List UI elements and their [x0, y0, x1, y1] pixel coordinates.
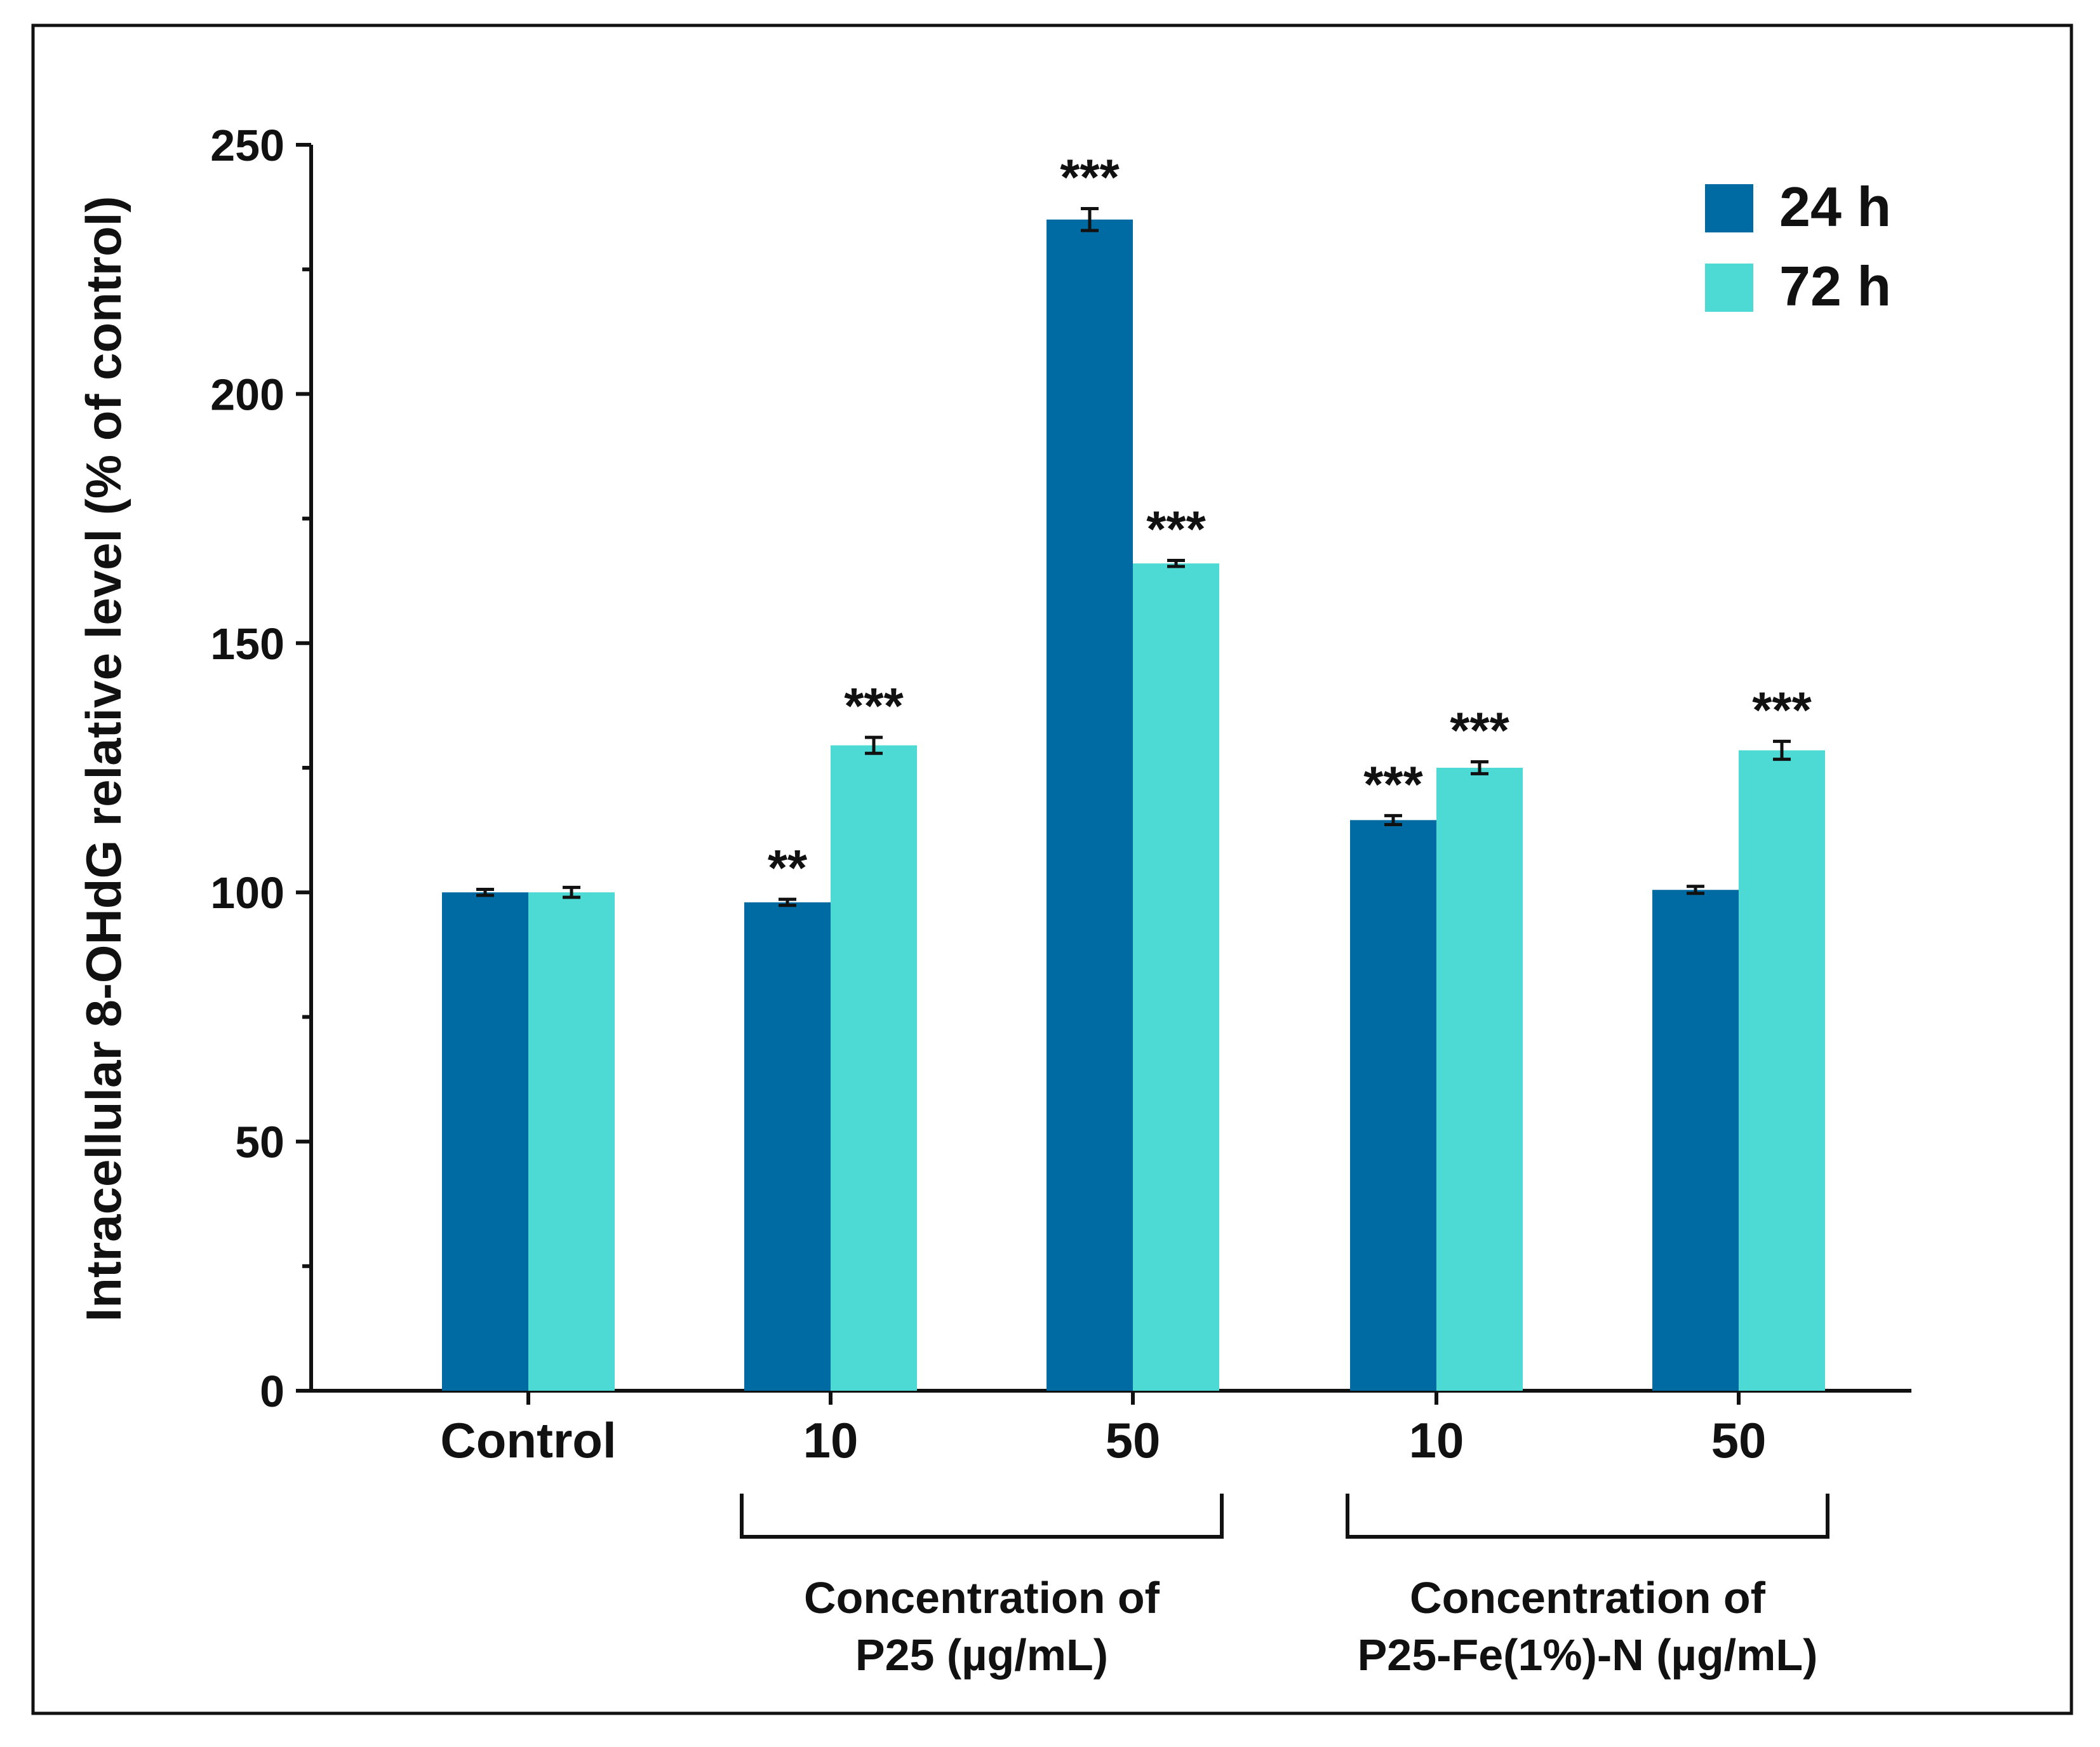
bar-24h [1350, 820, 1436, 1391]
bar-24h [744, 902, 831, 1391]
group-label-line2: P25 (µg/mL) [855, 1630, 1108, 1680]
legend-swatch [1705, 264, 1753, 312]
bar-72h [528, 892, 615, 1391]
x-tick-label: 10 [1409, 1412, 1464, 1468]
y-axis-label: Intracellular 8-OHdG relative level (% o… [76, 196, 131, 1322]
y-tick-label: 50 [235, 1118, 284, 1167]
legend-label: 72 h [1779, 255, 1891, 318]
legend-label: 24 h [1779, 175, 1891, 238]
bar-72h [1133, 563, 1219, 1391]
group-bracket [1346, 1494, 1829, 1539]
x-tick-label: 10 [803, 1412, 859, 1468]
bar-72h [1436, 768, 1523, 1391]
significance-mark: *** [1450, 702, 1509, 759]
significance-mark: ** [768, 840, 808, 896]
group-label-line2: P25-Fe(1%)-N (µg/mL) [1358, 1630, 1818, 1680]
bar-24h [1652, 890, 1739, 1391]
x-tick-label: 50 [1711, 1412, 1767, 1468]
significance-mark: *** [1752, 681, 1812, 738]
bar-72h [1739, 750, 1825, 1391]
significance-mark: *** [1146, 501, 1206, 558]
x-tick-label: Control [440, 1412, 616, 1468]
y-tick-label: 250 [210, 121, 284, 170]
group-label-line1: Concentration of [804, 1573, 1160, 1623]
y-tick-label: 0 [260, 1367, 284, 1416]
bar-24h [442, 892, 528, 1391]
x-tick-label: 50 [1106, 1412, 1161, 1468]
significance-mark: *** [1060, 149, 1120, 205]
y-tick-label: 100 [210, 868, 284, 918]
significance-mark: *** [1363, 756, 1423, 812]
bar-24h [1047, 219, 1133, 1391]
legend-swatch [1705, 184, 1753, 232]
group-label-line1: Concentration of [1410, 1573, 1766, 1623]
y-tick-label: 150 [210, 619, 284, 669]
y-tick-label: 200 [210, 370, 284, 419]
significance-mark: *** [844, 678, 904, 734]
group-bracket [740, 1494, 1224, 1539]
bar-72h [831, 745, 917, 1391]
